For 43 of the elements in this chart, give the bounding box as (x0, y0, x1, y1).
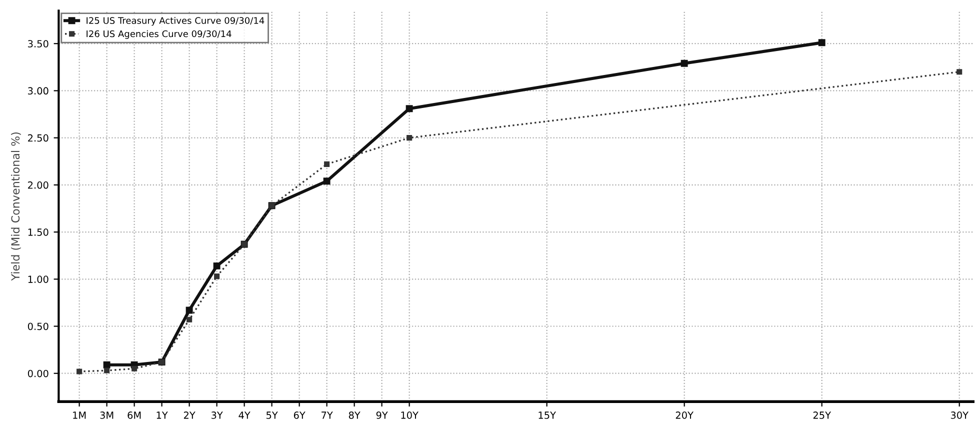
point (818, 39, 826, 46)
y-tick-label: 1.00 (28, 276, 48, 283)
x-tick-label: 10Y (401, 412, 418, 419)
x-tick-label: 7Y (322, 412, 333, 419)
y-axis-title: Yield (Mid Conventional %) (11, 132, 21, 281)
y-tick-label: 2.00 (28, 181, 48, 189)
point (76, 368, 82, 374)
y-tick-label: 3.50 (28, 40, 48, 48)
point (132, 366, 138, 372)
point (680, 60, 688, 67)
x-tick-label: 9Y (376, 412, 388, 419)
y-tick-label: 0.00 (28, 370, 48, 378)
y-tick-label: 1.50 (28, 228, 48, 236)
x-tick-label: 5Y (266, 412, 278, 419)
point (214, 274, 220, 280)
y-tick-label: 0.50 (28, 322, 48, 330)
x-tick-label: 30Y (950, 412, 969, 419)
legend-label: I25 US Treasury Actives Curve 09/30/14 (86, 16, 264, 26)
x-tick-label: 3Y (211, 412, 223, 419)
y-tick-label: 2.50 (28, 134, 48, 142)
x-tick-label: 4Y (238, 412, 250, 419)
x-tick-label: 1Y (156, 412, 168, 419)
point (406, 105, 413, 112)
point (324, 161, 330, 167)
point (186, 306, 193, 314)
point (103, 361, 110, 368)
y-tick-label: 3.00 (28, 87, 48, 95)
x-tick-label: 8Y (348, 412, 360, 419)
point (104, 368, 110, 374)
point (323, 178, 330, 185)
point (213, 262, 220, 270)
x-tick-label: 6Y (294, 412, 306, 419)
x-tick-label: 20Y (676, 412, 694, 419)
point (406, 135, 412, 141)
x-tick-label: 25Y (813, 412, 832, 419)
x-tick-label: 2Y (184, 412, 196, 419)
x-tick-label: 15Y (538, 412, 556, 419)
point (186, 316, 192, 322)
legend-label: I26 US Agencies Curve 09/30/14 (86, 30, 232, 39)
x-tick-label: 1M (73, 412, 86, 419)
point (956, 69, 962, 75)
x-tick-label: 3M (100, 412, 114, 419)
x-tick-label: 6M (128, 412, 141, 419)
